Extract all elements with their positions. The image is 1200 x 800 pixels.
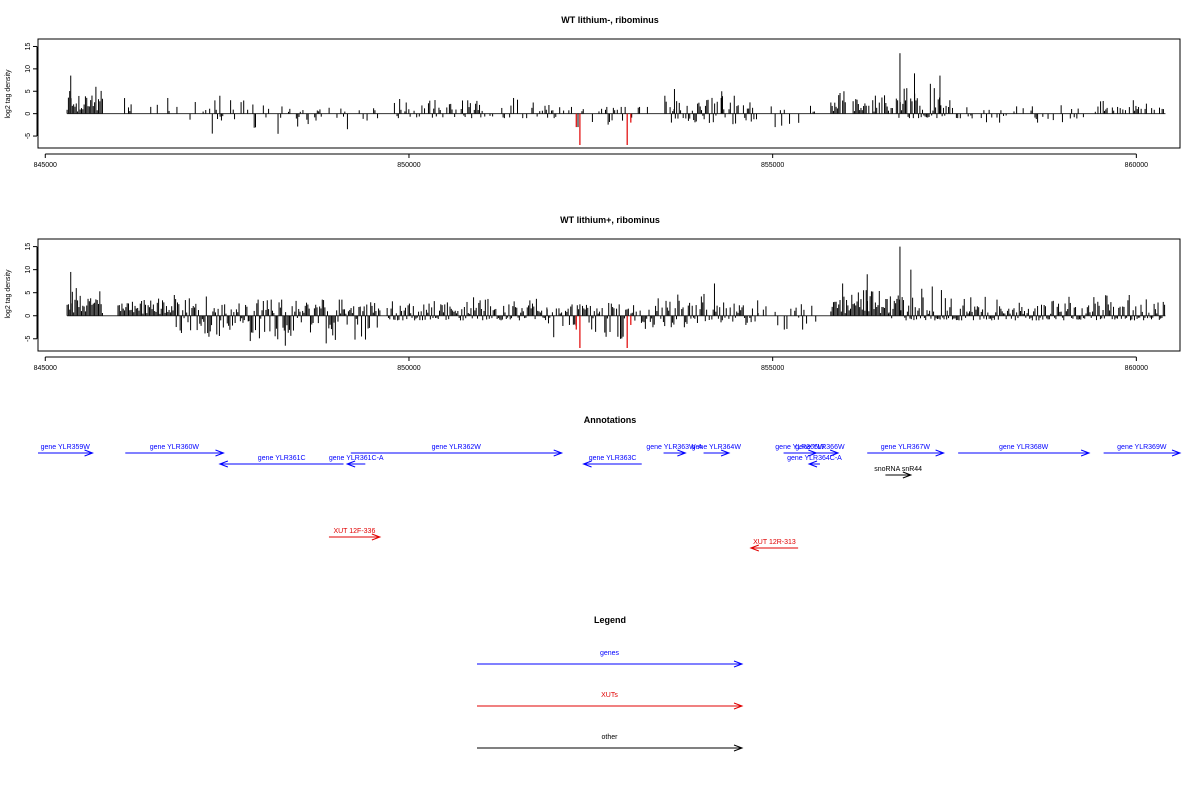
arrow-head-icon bbox=[733, 660, 744, 668]
x-tick-label: 855000 bbox=[761, 162, 784, 169]
x-tick-label: 845000 bbox=[34, 365, 57, 372]
feature-label: gene YLR367W bbox=[881, 444, 931, 451]
feature-label: gene YLR362W bbox=[432, 444, 482, 451]
xut-feature: XUT 12F-336 bbox=[328, 528, 382, 541]
feature-label: XUT 12F-336 bbox=[333, 528, 375, 535]
gene-feature: gene YLR368W bbox=[958, 444, 1091, 457]
y-axis-label: log2 tag density bbox=[5, 69, 12, 119]
legend-title: Legend bbox=[594, 615, 626, 625]
y-axis: -5 0 5 10 15 bbox=[25, 243, 38, 342]
x-tick-label: 850000 bbox=[397, 365, 420, 372]
feature-label: gene YLR368W bbox=[999, 444, 1049, 451]
x-tick-label: 850000 bbox=[397, 162, 420, 169]
panel-title: WT lithium-, ribominus bbox=[561, 15, 659, 25]
y-tick-label: 0 bbox=[25, 314, 32, 318]
annotations-title: Annotations bbox=[584, 415, 637, 425]
x-tick-label: 860000 bbox=[1125, 162, 1148, 169]
feature-label: gene YLR364W bbox=[692, 444, 742, 451]
legend-items: genes XUTs other bbox=[477, 650, 744, 752]
arrow-head-icon bbox=[218, 460, 229, 468]
arrow-head-icon bbox=[345, 460, 356, 468]
legend: Legend genes XUTs other bbox=[477, 615, 744, 752]
arrow-head-icon bbox=[582, 460, 592, 468]
bar-series bbox=[66, 246, 1166, 348]
gene-feature: gene YLR363W-A bbox=[646, 444, 703, 457]
arrow-head-icon bbox=[829, 449, 840, 457]
legend-item: XUTs bbox=[477, 692, 744, 710]
y-tick-label: -5 bbox=[25, 133, 32, 139]
gene-feature: gene YLR360W bbox=[125, 444, 225, 457]
x-tick-label: 855000 bbox=[761, 365, 784, 372]
plot-frame bbox=[37, 38, 1181, 149]
track-panel-lithium-minus: WT lithium-, ribominus log2 tag density … bbox=[5, 15, 1181, 169]
gene-feature: snoRNA snR44 bbox=[874, 466, 922, 479]
gene-feature: gene YLR361C bbox=[218, 455, 344, 468]
annotation-items: gene YLR359W gene YLR360W gene YLR361C gene… bbox=[38, 444, 1182, 552]
arrow-head-icon bbox=[84, 449, 94, 457]
arrow-head-icon bbox=[1080, 449, 1091, 457]
feature-label: gene YLR361C-A bbox=[329, 455, 384, 462]
arrow-head-icon bbox=[720, 449, 731, 457]
arrow-head-icon bbox=[749, 544, 760, 552]
y-tick-label: 10 bbox=[25, 266, 32, 274]
track-panel-lithium-plus: WT lithium+, ribominus log2 tag density … bbox=[5, 215, 1181, 372]
gene-feature: gene YLR367W bbox=[867, 444, 946, 457]
bar-series bbox=[66, 53, 1166, 145]
feature-label: snoRNA snR44 bbox=[874, 466, 922, 473]
y-tick-label: -5 bbox=[25, 336, 32, 342]
feature-label: gene YLR361C bbox=[258, 455, 306, 462]
gene-feature: gene YLR361C-A bbox=[329, 455, 384, 468]
gene-feature: gene YLR369W bbox=[1103, 444, 1182, 457]
y-axis: -5 0 5 10 15 bbox=[25, 42, 38, 139]
feature-label: gene YLR359W bbox=[41, 444, 91, 451]
arrow-head-icon bbox=[371, 533, 382, 541]
y-tick-label: 5 bbox=[25, 89, 32, 93]
x-axis: 845000 850000 855000 860000 bbox=[34, 356, 1148, 372]
feature-label: gene YLR360W bbox=[150, 444, 200, 451]
gene-feature: gene YLR364W bbox=[692, 444, 742, 457]
arrow-head-icon bbox=[807, 460, 818, 468]
panel-title: WT lithium+, ribominus bbox=[560, 215, 660, 225]
gene-feature: gene YLR364C-A bbox=[787, 455, 842, 468]
arrow-head-icon bbox=[677, 449, 687, 457]
legend-item: other bbox=[477, 734, 744, 752]
gene-feature: gene YLR366W bbox=[795, 444, 845, 457]
legend-label: genes bbox=[600, 650, 620, 657]
y-axis-label: log2 tag density bbox=[5, 269, 12, 319]
feature-label: gene YLR363W-A bbox=[646, 444, 702, 451]
feature-label: gene YLR363C bbox=[589, 455, 637, 462]
feature-label: XUT 12R-313 bbox=[753, 539, 796, 546]
feature-label: gene YLR365W bbox=[775, 444, 825, 451]
x-tick-label: 845000 bbox=[34, 162, 57, 169]
x-axis: 845000 850000 855000 860000 bbox=[34, 153, 1148, 169]
y-tick-label: 15 bbox=[25, 42, 32, 50]
arrow-head-icon bbox=[215, 449, 225, 457]
gene-feature: gene YLR363C bbox=[582, 455, 642, 468]
feature-label: gene YLR364C-A bbox=[787, 455, 842, 462]
arrow-head-icon bbox=[733, 744, 744, 752]
annotations-track: Annotations gene YLR359W gene YLR360Wgene… bbox=[38, 415, 1182, 552]
gene-feature: gene YLR362W bbox=[350, 444, 564, 457]
x-tick-label: 860000 bbox=[1125, 365, 1148, 372]
y-tick-label: 0 bbox=[25, 112, 32, 116]
feature-label: gene YLR366W bbox=[795, 444, 845, 451]
legend-item: genes bbox=[477, 650, 744, 668]
plot-frame bbox=[37, 238, 1181, 352]
arrow-head-icon bbox=[902, 471, 913, 479]
arrow-head-icon bbox=[1171, 449, 1182, 457]
legend-label: XUTs bbox=[601, 692, 618, 699]
y-tick-label: 10 bbox=[25, 65, 32, 73]
xut-feature: XUT 12R-313 bbox=[749, 539, 799, 552]
arrow-head-icon bbox=[733, 702, 744, 710]
y-tick-label: 15 bbox=[25, 243, 32, 251]
arrow-head-icon bbox=[553, 449, 564, 457]
arrow-head-icon bbox=[935, 449, 946, 457]
y-tick-label: 5 bbox=[25, 291, 32, 295]
legend-label: other bbox=[602, 734, 619, 741]
feature-label: gene YLR369W bbox=[1117, 444, 1167, 451]
gene-feature: gene YLR359W bbox=[38, 444, 94, 457]
